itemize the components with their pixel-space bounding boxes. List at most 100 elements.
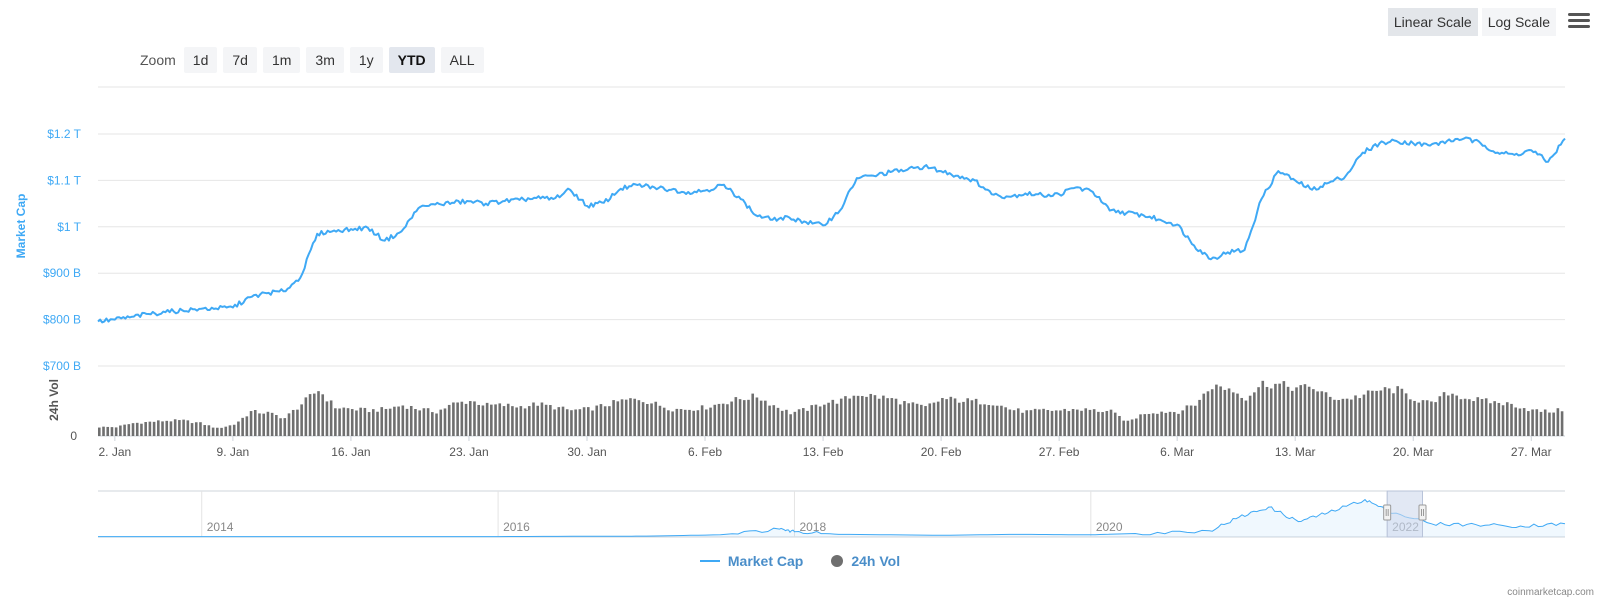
hamburger-menu-icon[interactable]: [1568, 10, 1590, 32]
market-cap-line[interactable]: [97, 136, 1566, 324]
zoom-bar: Zoom 1d 7d 1m 3m 1y YTD ALL: [140, 47, 484, 73]
volume-bar: [1113, 412, 1117, 436]
volume-bar: [1434, 402, 1437, 436]
market-cap-series[interactable]: [97, 136, 1566, 324]
volume-bar: [1050, 410, 1054, 436]
zoom-1d-button[interactable]: 1d: [183, 47, 218, 73]
volume-bar: [726, 404, 729, 436]
volume-bar: [886, 398, 889, 436]
volume-bar: [452, 402, 455, 436]
volume-bar: [1253, 392, 1256, 436]
volume-bar: [144, 422, 147, 436]
y-tick-label: $700 B: [43, 359, 81, 373]
zoom-ytd-button[interactable]: YTD: [388, 47, 435, 73]
volume-bar: [1320, 391, 1324, 436]
linear-scale-button[interactable]: Linear Scale: [1387, 8, 1478, 36]
zoom-1y-button[interactable]: 1y: [349, 47, 383, 73]
volume-bar: [536, 405, 540, 436]
volume-bar: [1552, 412, 1555, 436]
volume-bar: [207, 425, 211, 436]
volume-bar: [1387, 388, 1391, 436]
zoom-7d-button[interactable]: 7d: [223, 47, 257, 73]
volume-bar: [1198, 399, 1201, 436]
volume-bar: [456, 402, 459, 436]
legend-market-cap[interactable]: Market Cap: [699, 553, 803, 569]
navigator-tick-label: 2014: [207, 520, 234, 534]
volume-bar: [376, 411, 379, 436]
volume-bar: [270, 412, 274, 436]
volume-bar: [865, 396, 868, 436]
volume-bar: [1071, 409, 1075, 436]
volume-bar: [414, 409, 417, 436]
volume-bar: [1358, 398, 1362, 436]
navigator[interactable]: 20142016201820202022: [98, 490, 1566, 538]
volume-bar: [1054, 410, 1058, 436]
volume-bar: [287, 413, 291, 436]
volume-bar: [1210, 389, 1214, 436]
zoom-3m-button[interactable]: 3m: [306, 47, 344, 73]
volume-bar: [431, 412, 434, 436]
volume-bar: [1531, 409, 1534, 436]
volume-bar: [1278, 383, 1281, 436]
volume-bar: [1383, 387, 1387, 436]
volume-bar: [705, 409, 708, 436]
volume-bar: [279, 418, 282, 436]
legend-24h-vol[interactable]: 24h Vol: [831, 553, 900, 569]
y-axis-title: Market Cap: [14, 194, 28, 259]
menu-bar-line: [1568, 13, 1590, 16]
volume-bar: [266, 411, 270, 436]
volume-bar: [253, 410, 257, 436]
zoom-all-button[interactable]: ALL: [440, 47, 484, 73]
x-tick-label: 27. Feb: [1039, 445, 1080, 459]
volume-bar: [186, 420, 190, 436]
volume-bar: [1164, 412, 1168, 436]
zoom-1m-button[interactable]: 1m: [262, 47, 301, 73]
volume-bar: [839, 398, 843, 436]
volume-bar: [1282, 381, 1286, 436]
navigator-right-handle[interactable]: [1418, 504, 1427, 521]
volume-bar: [679, 409, 683, 436]
volume-bar: [1366, 390, 1370, 436]
volume-bar: [1514, 407, 1518, 436]
x-tick-label: 9. Jan: [217, 445, 250, 459]
volume-bar: [662, 407, 666, 436]
volume-bar: [1206, 391, 1210, 436]
volume-bar: [827, 402, 830, 436]
navigator-selection[interactable]: [1386, 490, 1424, 538]
volume-bar: [1025, 410, 1029, 436]
volume-bar: [565, 409, 569, 436]
credits-link[interactable]: coinmarketcap.com: [1507, 587, 1594, 598]
volume-bar: [1223, 389, 1227, 436]
volume-bar: [1177, 413, 1180, 436]
volume-bar: [152, 421, 156, 436]
volume-bar: [1168, 411, 1172, 436]
volume-bar: [544, 404, 548, 436]
x-tick-label: 16. Jan: [331, 445, 370, 459]
volume-bar: [1543, 409, 1547, 436]
volume-bar: [768, 405, 771, 436]
volume-bar: [460, 401, 464, 436]
volume-bar: [422, 408, 426, 436]
volume-bar: [595, 405, 599, 436]
x-tick-label: 13. Feb: [803, 445, 844, 459]
volume-bar: [730, 401, 733, 436]
volume-bar: [974, 398, 978, 436]
volume-bar: [1076, 409, 1079, 436]
volume-bar: [608, 406, 611, 436]
volume-axis-title: 24h Vol: [47, 379, 61, 421]
volume-bar: [709, 407, 712, 436]
volume-bar: [447, 404, 451, 436]
volume-bar: [620, 399, 624, 436]
volume-bar: [987, 405, 991, 436]
log-scale-button[interactable]: Log Scale: [1481, 8, 1556, 36]
volume-bar: [1181, 410, 1184, 436]
volume-bar: [1151, 413, 1155, 436]
volume-bar: [667, 410, 670, 436]
navigator-left-handle[interactable]: [1383, 504, 1392, 521]
volume-bar: [1122, 420, 1125, 436]
volume-bar: [1505, 402, 1509, 436]
x-tick-label: 20. Feb: [921, 445, 962, 459]
volume-bar: [384, 408, 388, 436]
volume-bar: [591, 410, 594, 436]
